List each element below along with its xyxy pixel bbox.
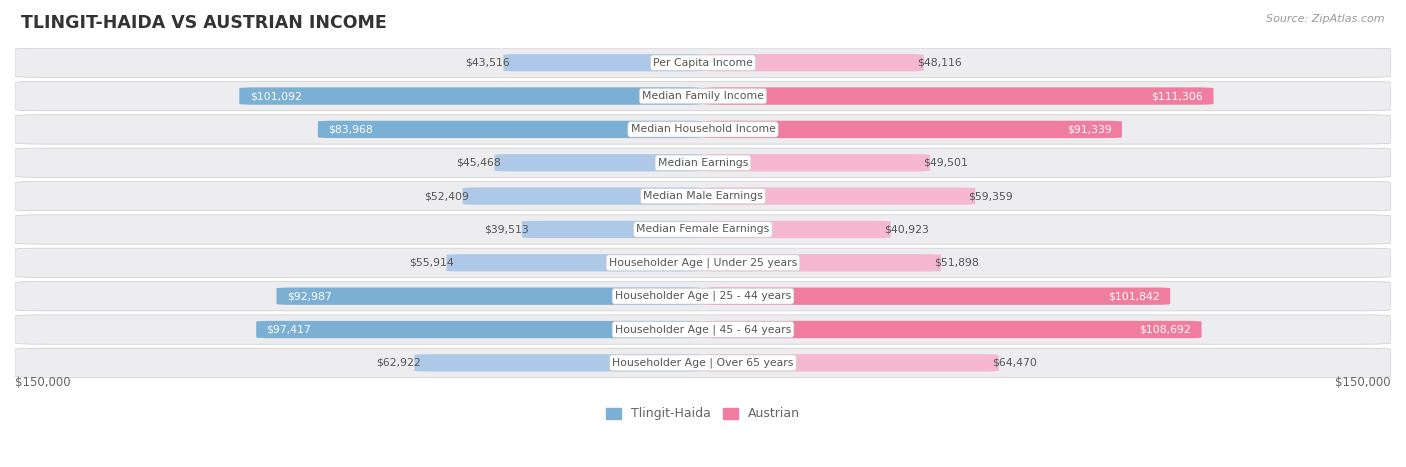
Text: $64,470: $64,470 [991,358,1036,368]
Text: Source: ZipAtlas.com: Source: ZipAtlas.com [1267,14,1385,24]
FancyBboxPatch shape [15,348,1391,377]
Text: $62,922: $62,922 [377,358,422,368]
Text: Householder Age | 25 - 44 years: Householder Age | 25 - 44 years [614,291,792,301]
FancyBboxPatch shape [703,121,1122,138]
FancyBboxPatch shape [463,187,703,205]
Text: $45,468: $45,468 [457,158,502,168]
Text: Householder Age | Under 25 years: Householder Age | Under 25 years [609,258,797,268]
FancyBboxPatch shape [256,321,703,338]
Text: $101,842: $101,842 [1108,291,1160,301]
FancyBboxPatch shape [277,288,703,305]
FancyBboxPatch shape [703,54,924,71]
FancyBboxPatch shape [15,48,1391,78]
Text: Householder Age | Over 65 years: Householder Age | Over 65 years [612,358,794,368]
Text: $150,000: $150,000 [15,376,70,389]
FancyBboxPatch shape [15,315,1391,344]
Text: $150,000: $150,000 [1336,376,1391,389]
Text: $59,359: $59,359 [969,191,1014,201]
Text: $55,914: $55,914 [409,258,453,268]
Text: $39,513: $39,513 [484,225,529,234]
Text: Householder Age | 45 - 64 years: Householder Age | 45 - 64 years [614,324,792,335]
Text: Median Family Income: Median Family Income [643,91,763,101]
Legend: Tlingit-Haida, Austrian: Tlingit-Haida, Austrian [600,403,806,425]
FancyBboxPatch shape [239,87,703,105]
Text: Median Male Earnings: Median Male Earnings [643,191,763,201]
FancyBboxPatch shape [15,282,1391,311]
Text: $111,306: $111,306 [1152,91,1204,101]
Text: $52,409: $52,409 [425,191,470,201]
FancyBboxPatch shape [15,182,1391,211]
FancyBboxPatch shape [415,354,703,372]
FancyBboxPatch shape [703,254,941,271]
Text: $92,987: $92,987 [287,291,332,301]
FancyBboxPatch shape [447,254,703,271]
Text: Median Household Income: Median Household Income [630,124,776,134]
FancyBboxPatch shape [495,154,703,171]
Text: TLINGIT-HAIDA VS AUSTRIAN INCOME: TLINGIT-HAIDA VS AUSTRIAN INCOME [21,14,387,32]
FancyBboxPatch shape [15,248,1391,277]
Text: Median Female Earnings: Median Female Earnings [637,225,769,234]
Text: $43,516: $43,516 [465,58,510,68]
Text: $101,092: $101,092 [250,91,301,101]
FancyBboxPatch shape [703,354,998,372]
Text: $49,501: $49,501 [924,158,969,168]
FancyBboxPatch shape [703,221,890,238]
Text: $51,898: $51,898 [934,258,979,268]
Text: Median Earnings: Median Earnings [658,158,748,168]
Text: $108,692: $108,692 [1139,325,1191,334]
FancyBboxPatch shape [15,148,1391,177]
FancyBboxPatch shape [522,221,703,238]
FancyBboxPatch shape [703,288,1170,305]
FancyBboxPatch shape [703,87,1213,105]
Text: $97,417: $97,417 [267,325,311,334]
Text: Per Capita Income: Per Capita Income [652,58,754,68]
Text: $48,116: $48,116 [917,58,962,68]
FancyBboxPatch shape [703,154,929,171]
Text: $40,923: $40,923 [884,225,929,234]
FancyBboxPatch shape [15,81,1391,111]
FancyBboxPatch shape [15,115,1391,144]
FancyBboxPatch shape [503,54,703,71]
Text: $91,339: $91,339 [1067,124,1112,134]
Text: $83,968: $83,968 [328,124,373,134]
FancyBboxPatch shape [703,321,1202,338]
FancyBboxPatch shape [318,121,703,138]
FancyBboxPatch shape [703,187,976,205]
FancyBboxPatch shape [15,215,1391,244]
